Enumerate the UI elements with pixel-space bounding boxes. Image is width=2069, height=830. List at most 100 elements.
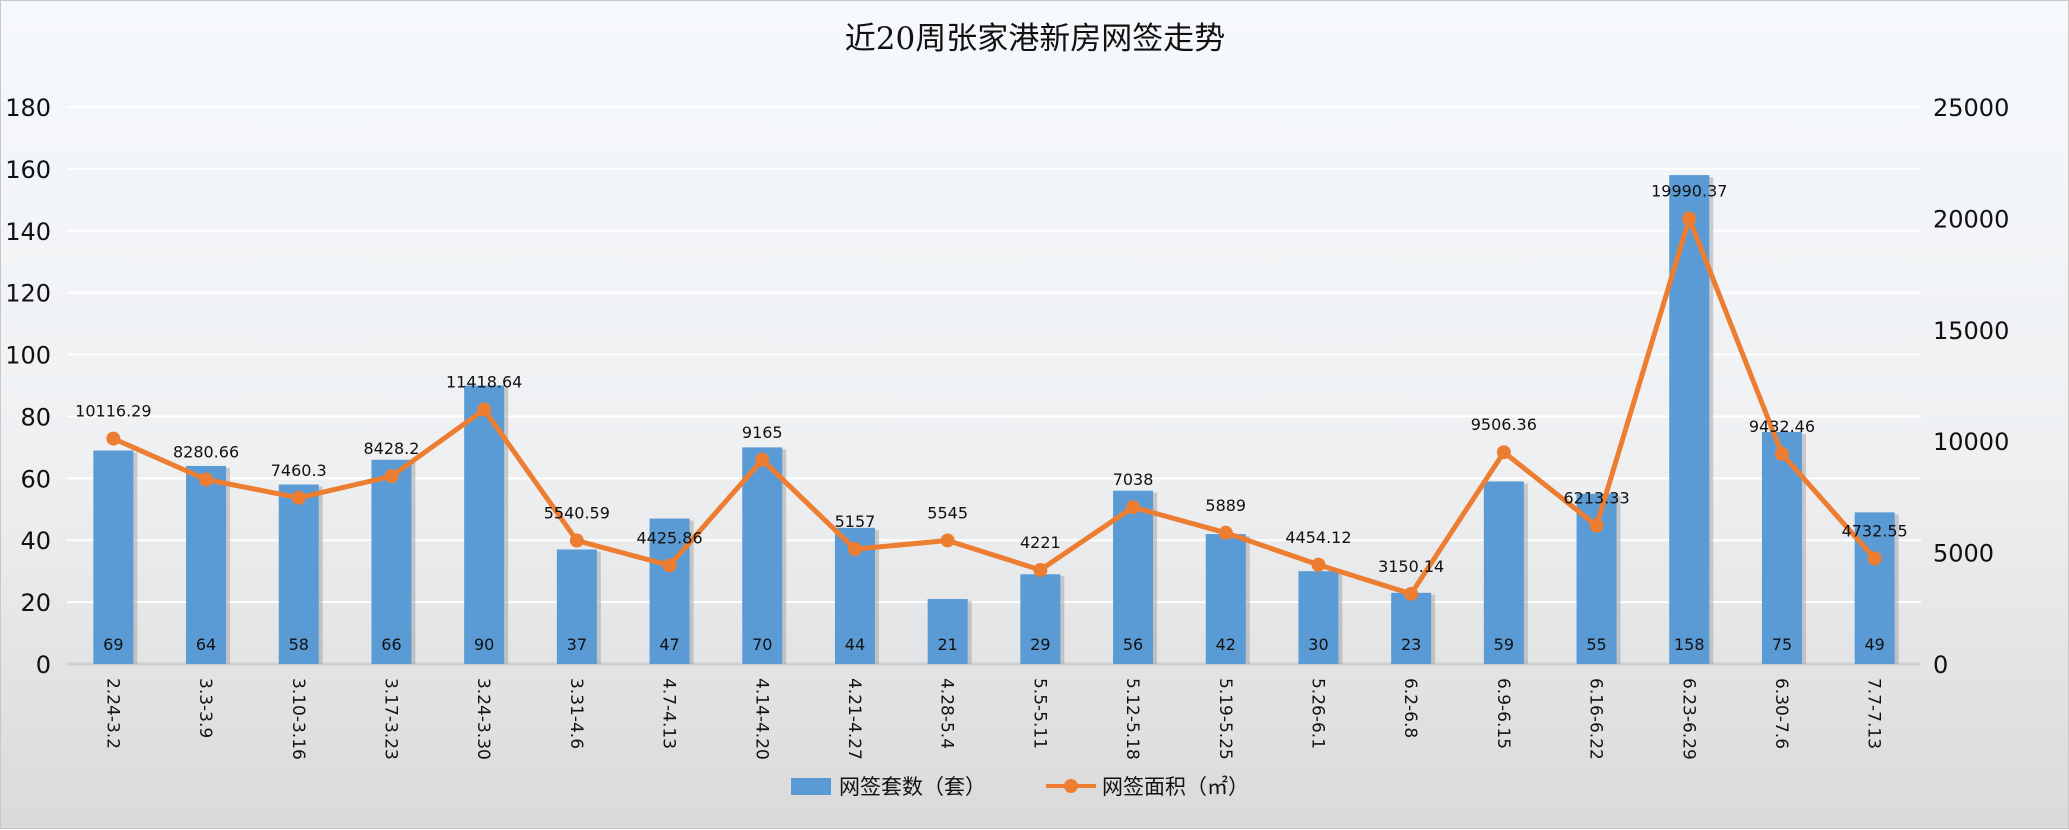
line-point [569,533,584,548]
bar-value-label: 23 [1401,635,1421,654]
legend-line-marker [1064,779,1078,793]
line-value-label: 9165 [742,423,783,442]
bar-value-label: 64 [196,635,216,654]
line-value-label: 3150.14 [1378,557,1444,576]
area-line [112,216,1877,597]
right-axis-tick: 25000 [1933,94,2009,122]
line-point [199,472,214,487]
line-value-label: 5889 [1205,496,1246,515]
line-value-label: 10116.29 [75,402,151,421]
left-axis-tick: 0 [36,651,51,679]
bar-value-label: 21 [937,635,957,654]
bar-value-label: 56 [1123,635,1143,654]
bar [1113,490,1154,664]
bar-value-label: 58 [289,635,309,654]
legend-bar-swatch [791,778,831,795]
bar [1298,571,1339,664]
left-axis-tick: 120 [5,280,51,308]
x-axis-tick: 4.28-5.4 [937,678,957,749]
x-axis-tick: 4.14-4.20 [751,678,771,760]
line-value-label: 4732.55 [1842,522,1908,541]
line-value-label: 11418.64 [446,373,522,392]
right-axis-tick: 0 [1933,651,1948,679]
line-value-label: 8280.66 [173,443,239,462]
line-point [755,452,770,467]
right-axis-tick: 5000 [1933,540,1994,568]
x-axis-tick: 3.17-3.23 [380,678,400,760]
left-axis-tick: 40 [20,527,51,555]
x-axis-tick: 6.23-6.29 [1678,678,1698,760]
left-axis-tick: 100 [5,342,51,370]
chart-title: 近20周张家港新房网签走势 [845,21,1225,57]
line-value-label: 9432.46 [1749,417,1815,436]
line-point [940,533,955,548]
bar [742,447,783,664]
left-axis-tick: 160 [5,156,51,184]
x-axis-tick: 3.10-3.16 [288,678,308,760]
bar-value-label: 30 [1308,635,1328,654]
bar-value-label: 37 [567,635,587,654]
line-point [384,469,399,484]
left-axis-tick: 20 [20,589,51,617]
bar-value-label: 42 [1216,635,1236,654]
line-point [1682,211,1697,226]
bar [1205,534,1246,664]
bar [93,450,134,664]
line-point [1126,500,1141,515]
x-axis-tick: 5.26-6.1 [1307,678,1327,749]
left-axis-tick: 180 [5,94,51,122]
bar-value-label: 29 [1030,635,1050,654]
left-axis-tick: 140 [5,218,51,246]
bar-value-label: 44 [845,635,865,654]
line-value-label: 8428.2 [363,439,419,458]
right-axis-tick: 15000 [1933,317,2009,345]
bar-value-label: 69 [103,635,123,654]
x-axis-tick: 5.12-5.18 [1122,678,1142,760]
line-point [1311,557,1326,572]
line-value-label: 7038 [1113,470,1154,489]
line-value-label: 6213.33 [1563,489,1629,508]
line-value-label: 7460.3 [271,461,327,480]
line-point [1867,551,1882,566]
line-value-label: 4425.86 [636,528,702,547]
line-point [1774,446,1789,461]
bar [649,518,690,664]
left-axis-tick: 80 [20,403,51,431]
line-point [1589,518,1604,533]
x-axis-tick: 4.7-4.13 [659,678,679,749]
x-axis-tick: 3.3-3.9 [195,678,215,738]
x-axis-tick: 6.16-6.22 [1586,678,1606,760]
x-axis-tick: 3.31-4.6 [566,678,586,749]
bar [1483,481,1524,664]
line-point [662,558,677,573]
line-point [291,490,306,505]
line-value-label: 9506.36 [1471,415,1537,434]
bar [1020,574,1061,664]
bar-value-label: 158 [1674,635,1705,654]
right-axis-tick: 20000 [1933,205,2009,233]
bar [927,599,968,664]
bar [556,549,597,664]
bar-value-label: 75 [1772,635,1792,654]
bar [186,465,227,664]
legend: 网签套数（套） 网签面积（㎡） [791,775,1249,799]
bar-value-label: 49 [1864,635,1884,654]
x-axis-tick: 6.9-6.15 [1493,678,1513,749]
bar-value-label: 70 [752,635,772,654]
legend-bar-label: 网签套数（套） [839,775,986,799]
line-point [847,542,862,557]
bar-value-label: 55 [1586,635,1606,654]
line-value-label: 5157 [835,512,876,531]
line-value-label: 19990.37 [1651,182,1727,201]
x-axis-tick: 5.5-5.11 [1029,678,1049,749]
line-value-label: 5540.59 [544,504,610,523]
line-point [106,431,121,446]
right-axis-tick: 10000 [1933,428,2009,456]
x-axis-tick: 3.24-3.30 [473,678,493,760]
x-axis-tick: 6.2-6.8 [1400,678,1420,738]
bar [371,459,412,664]
bar-value-label: 59 [1494,635,1514,654]
bar [1854,512,1895,664]
